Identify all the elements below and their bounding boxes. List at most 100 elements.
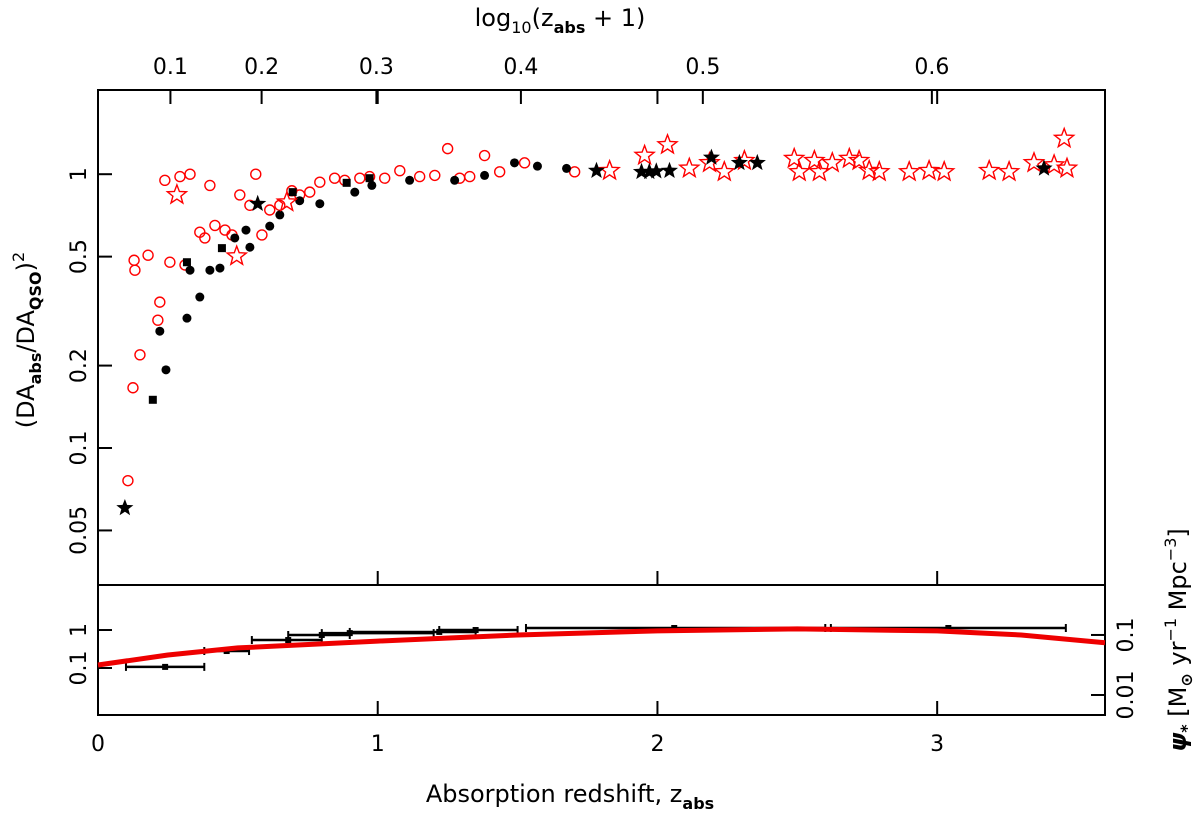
- data-point: [787, 159, 811, 182]
- data-point: [441, 142, 454, 155]
- data-point: [917, 158, 941, 181]
- data-point: [1035, 159, 1053, 176]
- data-point: [640, 162, 658, 180]
- data-point: [219, 224, 231, 236]
- data-point: [480, 170, 490, 180]
- data-point: [598, 158, 621, 181]
- label-part: QSO: [26, 271, 45, 310]
- data-point: [328, 172, 341, 184]
- curve: [97, 626, 1106, 668]
- data-point: [647, 162, 665, 179]
- y-tick-label: 1: [67, 623, 92, 637]
- data-point: [837, 146, 861, 169]
- x-tick-label: 0: [91, 732, 105, 757]
- data-point: [199, 232, 211, 244]
- x-axis-label: Absorption redshift, zabs: [426, 780, 714, 813]
- data-point: [215, 263, 225, 273]
- y2-axis-label: ψ* [M⊙ yr−1 Mpc−3]: [1161, 528, 1196, 752]
- data-point: [698, 150, 721, 173]
- data-point: [632, 162, 651, 180]
- data-point: [148, 395, 157, 404]
- data-point: [154, 296, 166, 308]
- data-point: [660, 161, 678, 178]
- data-point: [568, 166, 581, 178]
- data-point: [230, 233, 240, 243]
- data-point: [315, 199, 325, 209]
- data-point: [932, 159, 956, 182]
- y-tick-label: 0.1: [67, 431, 92, 466]
- data-point: [413, 170, 426, 183]
- data-point: [671, 624, 678, 631]
- data-point: [782, 146, 806, 169]
- y-tick-label: 0.1: [67, 651, 92, 686]
- data-point: [182, 313, 192, 323]
- data-point: [174, 170, 186, 183]
- data-point: [945, 624, 952, 631]
- data-point: [532, 161, 542, 171]
- data-point: [241, 225, 251, 235]
- data-point: [142, 249, 154, 261]
- y-axis-label: (DAabs/DAQSO)2: [9, 252, 45, 428]
- data-point: [264, 204, 276, 216]
- data-point: [733, 148, 756, 171]
- data-point: [997, 159, 1021, 182]
- data-point: [897, 159, 921, 182]
- data-point: [677, 156, 701, 179]
- x2-tick-label: 0.3: [359, 55, 394, 80]
- data-point: [256, 229, 268, 241]
- label-part: Mpc: [1164, 561, 1192, 618]
- data-point: [730, 153, 748, 171]
- data-point: [129, 264, 141, 276]
- label-part: + 1): [585, 4, 645, 32]
- data-point: [820, 150, 844, 173]
- data-point: [225, 244, 249, 266]
- x2-tick-label: 0.2: [244, 55, 279, 80]
- label-part: /DA: [12, 309, 40, 352]
- data-point: [365, 174, 374, 183]
- data-point: [405, 175, 415, 185]
- label-part: ⊙: [1177, 673, 1196, 686]
- data-point: [656, 132, 679, 155]
- data-point: [562, 163, 572, 173]
- data-point: [394, 164, 406, 177]
- data-point: [162, 663, 169, 670]
- data-point: [204, 179, 216, 192]
- data-point: [275, 210, 285, 220]
- x2-tick-label: 0.5: [685, 55, 720, 80]
- data-point: [122, 474, 134, 487]
- x-tick-label: 3: [930, 732, 944, 757]
- label-part: ]: [1164, 528, 1192, 537]
- data-point: [127, 382, 139, 394]
- data-point: [1052, 126, 1076, 149]
- data-point: [184, 168, 196, 180]
- data-point: [209, 219, 221, 232]
- label-part: (DA: [12, 384, 40, 428]
- plot-frame: [97, 89, 1106, 586]
- data-point: [217, 244, 226, 253]
- label-part: −1: [1161, 618, 1180, 642]
- label-part: yr: [1164, 641, 1192, 673]
- label-part: (z: [532, 4, 554, 32]
- label-part: abs: [26, 353, 45, 385]
- data-point: [250, 168, 262, 180]
- data-point: [633, 143, 656, 166]
- data-point: [205, 265, 215, 275]
- data-point: [275, 190, 299, 212]
- data-point: [429, 169, 441, 182]
- data-point: [152, 314, 164, 326]
- label-part: 2: [9, 252, 28, 262]
- label-part: abs: [554, 18, 586, 37]
- data-point: [249, 194, 267, 211]
- data-point: [1042, 153, 1066, 175]
- data-point: [450, 175, 460, 185]
- y2-tick-label: 0.01: [1114, 670, 1139, 719]
- data-point: [587, 161, 605, 178]
- data-point: [977, 158, 1001, 181]
- data-point: [288, 188, 297, 197]
- data-point: [379, 172, 391, 184]
- data-point: [464, 170, 476, 183]
- data-point: [803, 148, 826, 171]
- data-point: [159, 174, 171, 186]
